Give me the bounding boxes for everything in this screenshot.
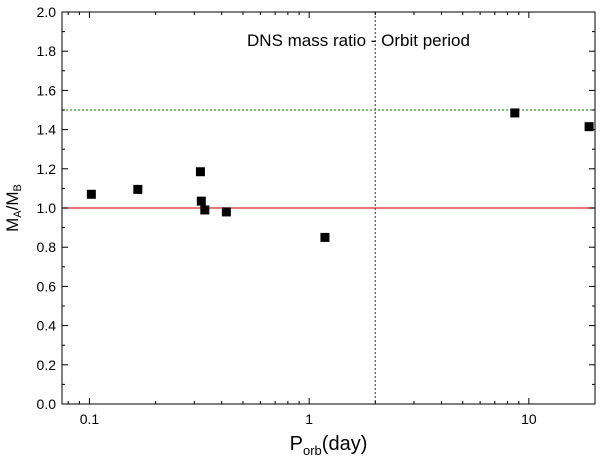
x-tick-label: 0.1: [80, 411, 100, 427]
data-point: [200, 205, 210, 215]
data-point: [196, 196, 206, 206]
x-axis-label-unit: (day): [322, 433, 368, 455]
data-point: [195, 167, 205, 177]
data-point: [510, 108, 520, 118]
y-tick-label: 1.2: [37, 161, 57, 177]
x-axis-label-main: P: [290, 433, 303, 455]
y-tick-label: 1.8: [37, 43, 57, 59]
x-tick-label: 10: [521, 411, 537, 427]
y-axis-label: MA/MB: [3, 184, 24, 232]
y-axis-label-slash: /: [3, 205, 22, 210]
data-point: [584, 122, 594, 132]
y-tick-label: 0.4: [37, 318, 57, 334]
data-point: [320, 232, 330, 242]
x-axis-label: Porb(day): [290, 433, 368, 458]
y-axis-label-m1: M: [3, 218, 22, 232]
y-tick-label: 1.4: [37, 122, 57, 138]
y-tick-label: 0.8: [37, 239, 57, 255]
data-point: [133, 184, 143, 194]
chart-title: DNS mass ratio - Orbit period: [247, 31, 470, 50]
y-tick-label: 1.6: [37, 82, 57, 98]
y-axis-label-s2: B: [12, 184, 24, 191]
y-tick-label: 2.0: [37, 4, 57, 20]
y-axis-label-m2: M: [3, 191, 22, 205]
data-points: [86, 108, 594, 242]
data-point: [221, 207, 231, 217]
y-tick-label: 0.6: [37, 278, 57, 294]
axis-ticks: 0.0 0.2 0.4 0.6 0.8 1.0 1.2 1.4 1.6 1.8 2.0 0.1 1 10: [37, 4, 596, 427]
reference-lines: [62, 12, 595, 404]
y-tick-label: 0.0: [37, 396, 57, 412]
x-tick-label: 1: [305, 411, 313, 427]
data-point: [86, 189, 96, 199]
y-axis-label-s1: A: [12, 210, 24, 218]
y-tick-label: 1.0: [37, 200, 57, 216]
x-axis-label-subscript: orb: [303, 443, 322, 458]
y-tick-label: 0.2: [37, 357, 57, 373]
